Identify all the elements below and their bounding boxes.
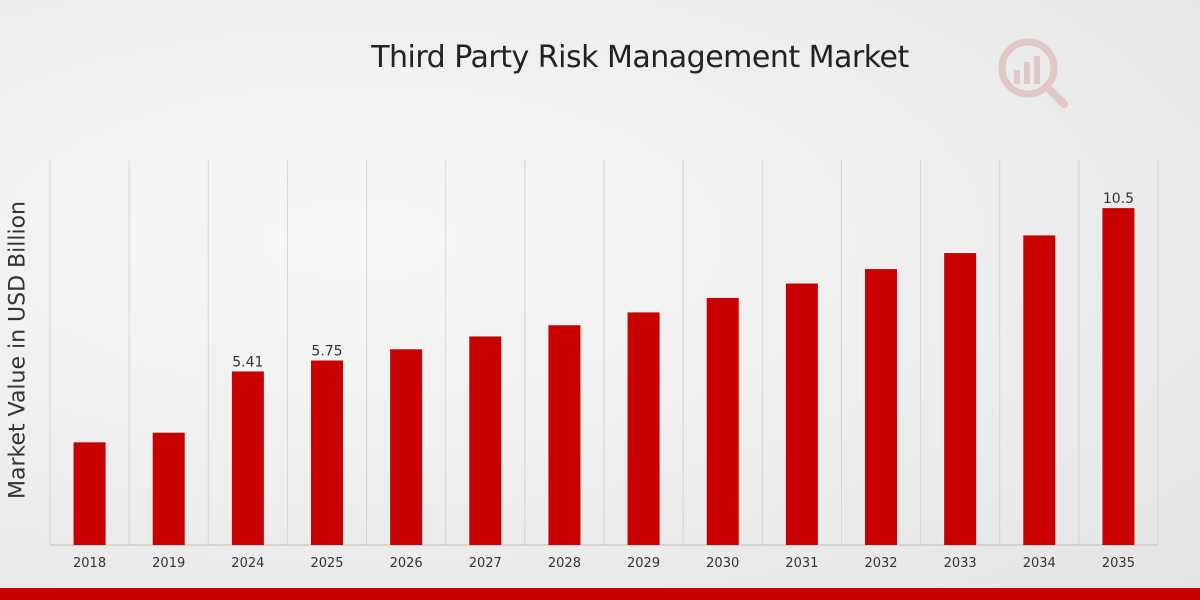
bottom-accent-bar <box>0 588 1200 600</box>
x-tick-label: 2028 <box>548 556 581 571</box>
x-tick-label: 2034 <box>1023 556 1056 571</box>
x-tick-label: 2024 <box>231 556 264 571</box>
bar-2026 <box>390 349 423 545</box>
bar-2019 <box>152 432 185 545</box>
x-tick-label: 2027 <box>469 556 502 571</box>
bar-2027 <box>469 336 502 545</box>
bar-2024 <box>231 371 264 545</box>
x-tick-label: 2018 <box>73 556 106 571</box>
bar-2018 <box>73 442 106 545</box>
data-label: 5.75 <box>311 344 342 360</box>
bar-2033 <box>944 253 977 545</box>
bar-2031 <box>785 283 818 545</box>
x-tick-label: 2026 <box>390 556 423 571</box>
bar-2035 <box>1102 208 1135 545</box>
bar-2028 <box>548 325 581 545</box>
data-label: 10.5 <box>1103 191 1134 207</box>
x-tick-label: 2035 <box>1102 556 1135 571</box>
x-tick-label: 2029 <box>627 556 660 571</box>
data-label: 5.41 <box>232 354 263 370</box>
bar-2025 <box>311 360 343 545</box>
bar-2034 <box>1023 235 1056 546</box>
bar-2030 <box>706 297 739 545</box>
x-tick-label: 2019 <box>152 556 185 571</box>
bar-2029 <box>627 312 660 545</box>
magnifier-chart-icon <box>998 38 1068 108</box>
x-tick-label: 2031 <box>785 556 818 571</box>
x-tick-label: 2033 <box>944 556 977 571</box>
x-tick-label: 2025 <box>310 556 343 571</box>
x-tick-label: 2032 <box>864 556 897 571</box>
bar-2032 <box>865 269 897 545</box>
x-tick-label: 2030 <box>706 556 739 571</box>
chart-title: Third Party Risk Management Market <box>371 40 909 75</box>
